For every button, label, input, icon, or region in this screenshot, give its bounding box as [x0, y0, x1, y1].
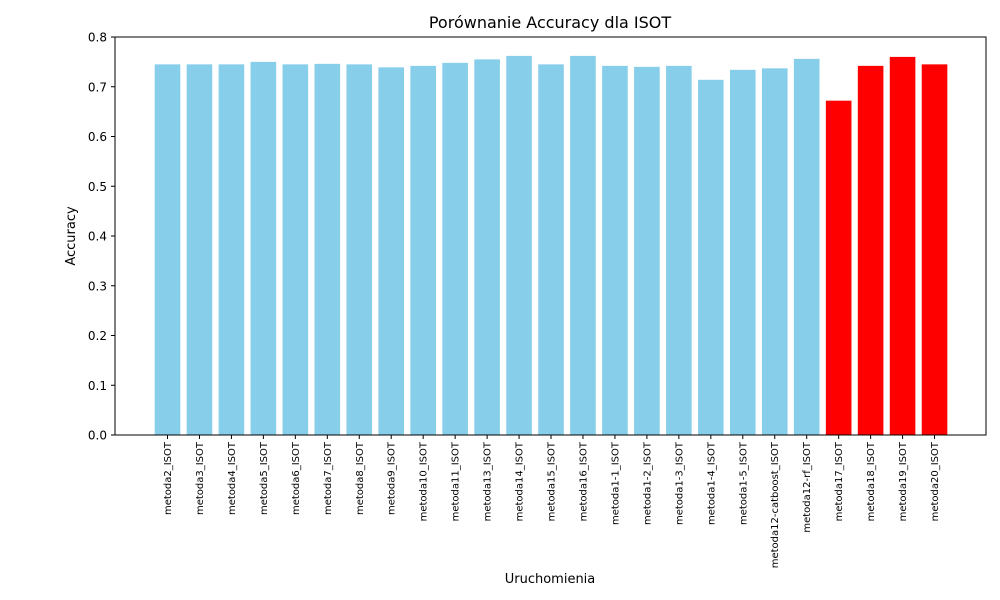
bar-metoda10_ISOT: [410, 65, 436, 436]
y-tick-label: 0.1: [88, 379, 107, 393]
y-tick-label: 0.3: [88, 279, 107, 293]
bar-metoda8_ISOT: [346, 64, 373, 436]
bar-metoda5_ISOT: [250, 61, 277, 436]
x-tick-label: metoda17_ISOT: [834, 441, 845, 521]
x-tick-label: metoda1-1_ISOT: [610, 441, 621, 525]
bar-metoda3_ISOT: [186, 64, 213, 436]
x-tick-label: metoda16_ISOT: [578, 441, 589, 521]
bar-metoda16_ISOT: [570, 55, 596, 436]
x-tick-label: metoda3_ISOT: [195, 441, 206, 515]
y-tick-label: 0.5: [88, 180, 107, 194]
bar-metoda1-5_ISOT: [729, 69, 756, 435]
bar-metoda1-2_ISOT: [634, 66, 660, 435]
bar-metoda20_ISOT: [921, 64, 948, 436]
x-tick-label: metoda6_ISOT: [291, 441, 302, 515]
y-tick-label: 0.8: [88, 31, 107, 45]
x-tick-label: metoda9_ISOT: [387, 441, 398, 515]
x-tick-label: metoda15_ISOT: [547, 441, 558, 521]
x-tick-label: metoda20_ISOT: [930, 441, 941, 521]
y-tick-label: 0.6: [88, 130, 107, 144]
bar-metoda14_ISOT: [506, 55, 532, 436]
bar-metoda2_ISOT: [154, 64, 181, 436]
x-tick-label: metoda11_ISOT: [451, 441, 462, 521]
bar-metoda12-catboost_ISOT: [761, 68, 788, 435]
bar-metoda1-4_ISOT: [698, 79, 724, 435]
bar-metoda11_ISOT: [442, 62, 468, 436]
bar-metoda9_ISOT: [378, 67, 405, 435]
bar-metoda15_ISOT: [538, 64, 564, 436]
x-tick-label: metoda12-rf_ISOT: [802, 441, 813, 533]
x-tick-label: metoda1-3_ISOT: [674, 441, 685, 525]
bar-metoda4_ISOT: [218, 64, 245, 436]
bar-metoda12-rf_ISOT: [793, 58, 820, 435]
x-tick-label: metoda14_ISOT: [515, 441, 526, 521]
x-tick-label: metoda1-4_ISOT: [706, 441, 717, 525]
y-tick-label: 0.7: [88, 80, 107, 94]
bar-metoda13_ISOT: [474, 59, 500, 435]
x-tick-label: metoda12-catboost_ISOT: [770, 441, 781, 568]
y-ticks-group: 0.0 0.1 0.2 0.3 0.4 0.5 0.6 0.7 0.8: [88, 31, 115, 443]
bar-metoda7_ISOT: [314, 63, 341, 436]
bars-group: [154, 55, 948, 436]
x-tick-label: metoda18_ISOT: [866, 441, 877, 521]
x-tick-label: metoda7_ISOT: [323, 441, 334, 515]
chart-title: Porównanie Accuracy dla ISOT: [429, 13, 672, 32]
bar-metoda19_ISOT: [889, 56, 916, 436]
y-axis-label: Accuracy: [64, 206, 79, 266]
x-tick-label: metoda5_ISOT: [259, 441, 270, 515]
bar-metoda1-3_ISOT: [666, 65, 692, 436]
x-tick-label: metoda1-5_ISOT: [738, 441, 749, 525]
x-tick-label: metoda4_ISOT: [227, 441, 238, 515]
x-tick-label: metoda8_ISOT: [355, 441, 366, 515]
x-ticks-group: metoda2_ISOT metoda3_ISOT metoda4_ISOT meto…: [163, 435, 941, 568]
bar-metoda18_ISOT: [857, 65, 884, 436]
bar-metoda17_ISOT: [825, 100, 852, 436]
x-axis-label: Uruchomienia: [505, 572, 596, 587]
x-tick-label: metoda13_ISOT: [483, 441, 494, 521]
x-tick-label: metoda1-2_ISOT: [642, 441, 653, 525]
y-tick-label: 0.2: [88, 329, 107, 343]
x-tick-label: metoda10_ISOT: [419, 441, 430, 521]
bar-metoda6_ISOT: [282, 64, 309, 436]
x-tick-label: metoda2_ISOT: [163, 441, 174, 515]
y-tick-label: 0.4: [88, 230, 107, 244]
x-tick-label: metoda19_ISOT: [898, 441, 909, 521]
bar-metoda1-1_ISOT: [602, 65, 628, 436]
y-tick-label: 0.0: [88, 429, 107, 443]
plot-frame: [114, 36, 987, 436]
